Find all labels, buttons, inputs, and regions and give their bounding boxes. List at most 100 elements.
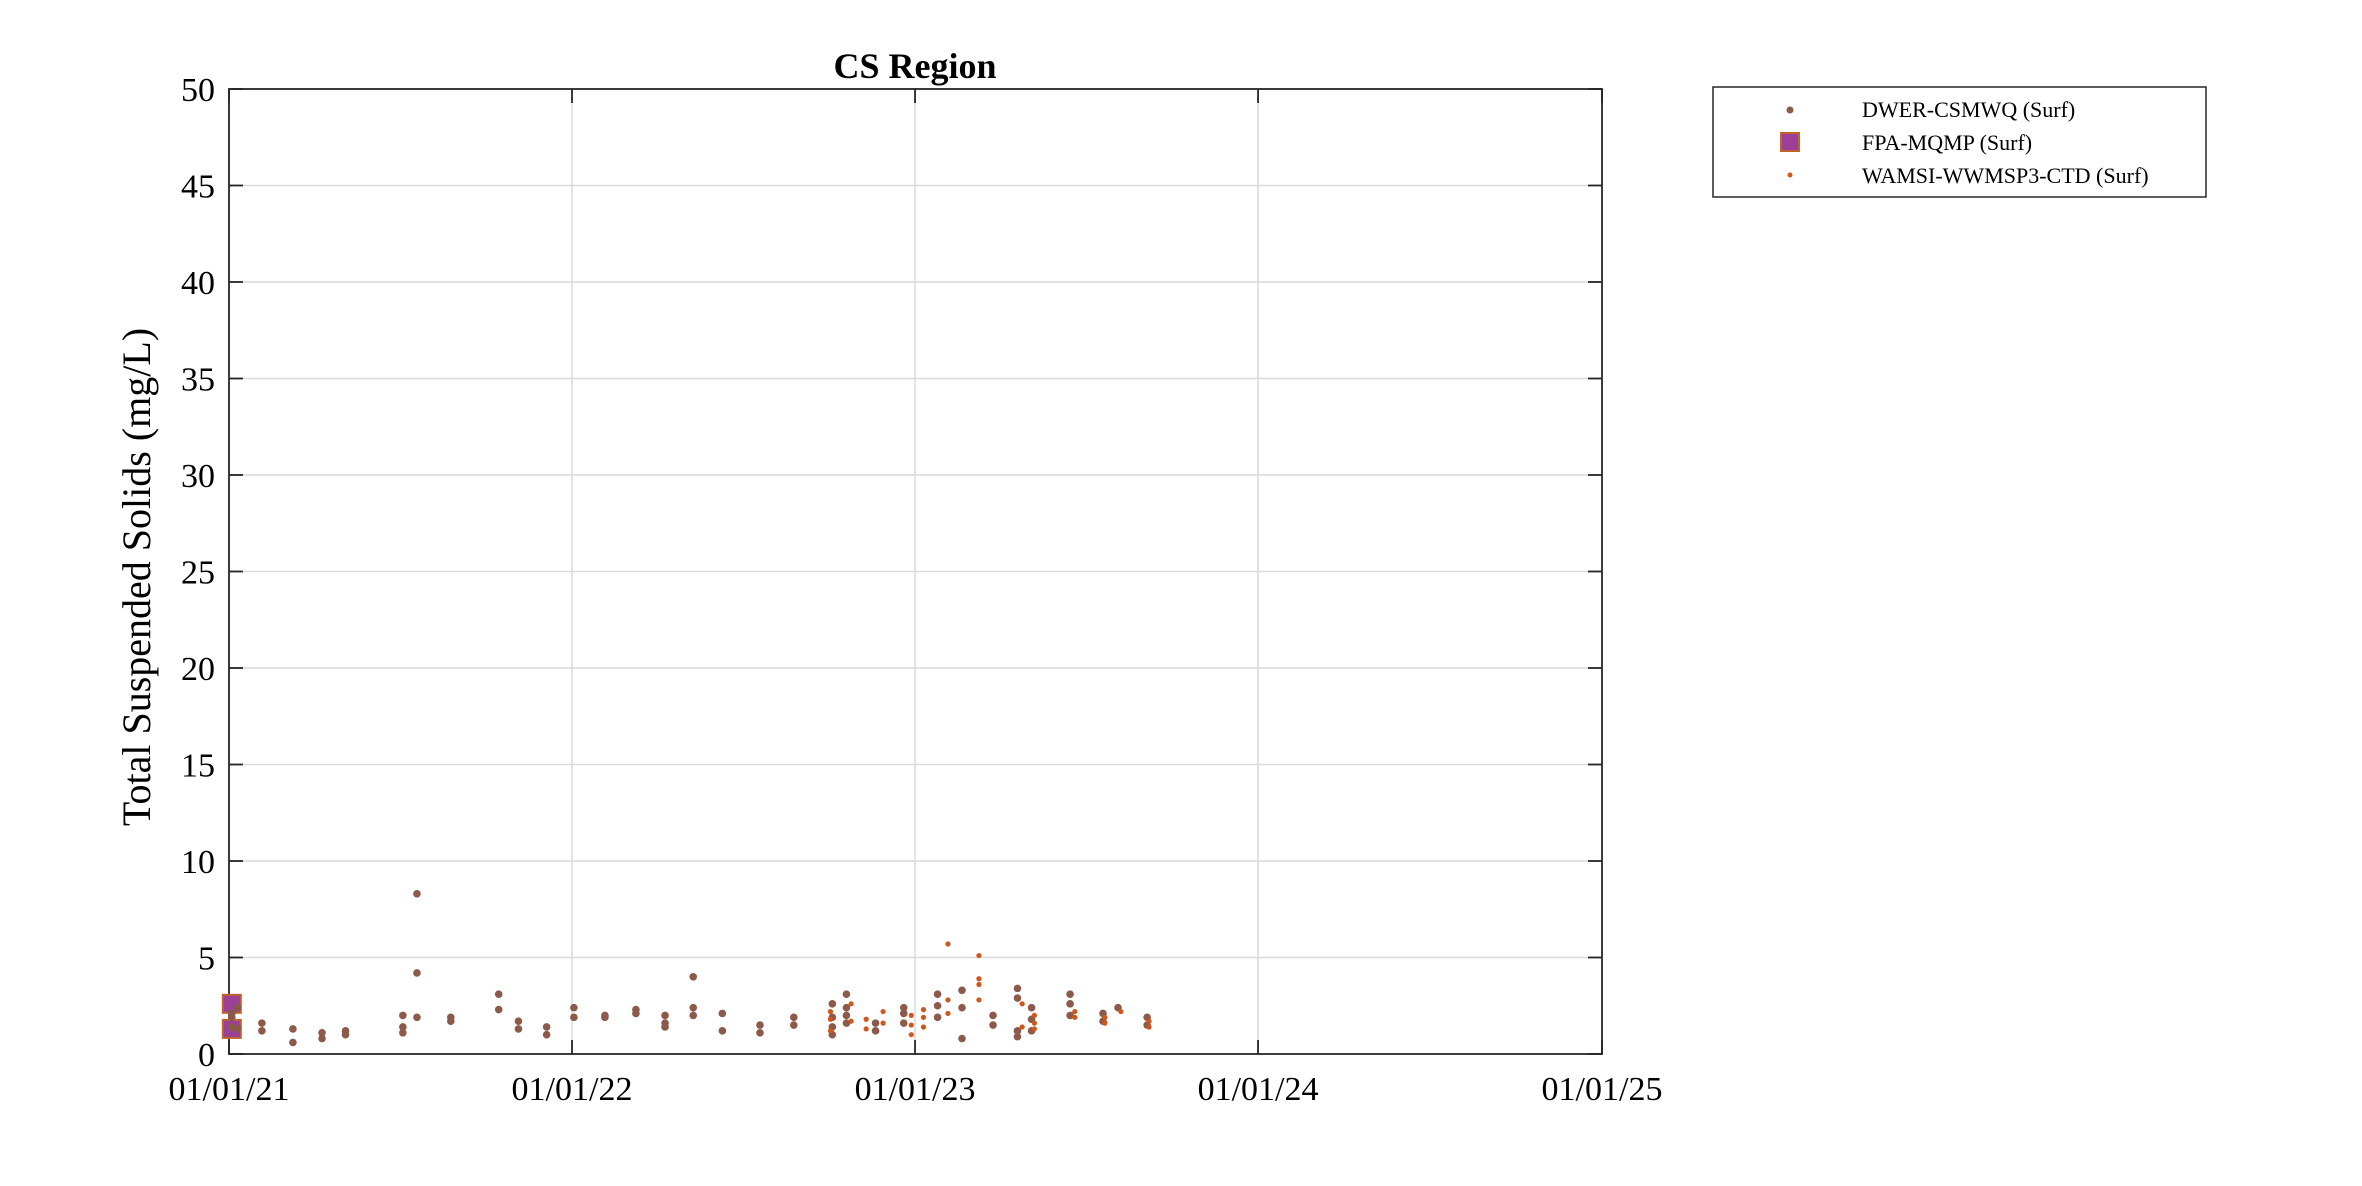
wamsi-marker <box>976 976 982 982</box>
axes: 0 5 10 15 20 25 30 35 40 45 50 01/01/21 01/01/22 01/0… <box>169 72 1663 1108</box>
wamsi-marker <box>920 1007 927 1013</box>
dwer-marker <box>933 1001 942 1010</box>
dwer-marker <box>828 1000 837 1008</box>
wamsi-marker <box>1031 1026 1037 1032</box>
legend-label-dwer: DWER-CSMWQ (Surf) <box>1862 97 2075 122</box>
y-axis-label: Total Suspended Solids (mg/L) <box>114 328 159 826</box>
wamsi-marker <box>976 981 982 988</box>
wamsi-marker <box>920 1014 927 1020</box>
dwer-marker <box>542 1030 551 1039</box>
legend-entry-wamsi: WAMSI-WWMSP3-CTD (Surf) <box>1787 163 2149 188</box>
dwer-marker <box>514 1017 523 1025</box>
x-tick-label: 01/01/24 <box>1198 1071 1319 1108</box>
dwer-marker <box>790 1013 798 1022</box>
dwer-marker <box>842 1019 851 1027</box>
dwer-marker <box>933 990 942 998</box>
dwer-marker <box>871 1019 880 1027</box>
dwer-marker <box>718 1027 727 1035</box>
legend-label-wamsi: WAMSI-WWMSP3-CTD (Surf) <box>1862 163 2149 188</box>
wamsi-marker <box>908 1012 914 1019</box>
wamsi-marker <box>827 1008 834 1015</box>
wamsi-marker <box>827 1016 834 1022</box>
y-tick-label: 40 <box>181 265 215 302</box>
y-tick-label: 35 <box>181 362 215 399</box>
dwer-marker <box>1013 1027 1022 1035</box>
dwer-marker <box>570 1013 578 1022</box>
dwer-marker <box>542 1023 551 1031</box>
dwer-marker <box>1013 1032 1022 1041</box>
dwer-marker <box>341 1030 350 1039</box>
dwer-marker <box>228 1009 236 1018</box>
wamsi-marker <box>863 1026 869 1032</box>
wamsi-marker <box>1118 1008 1124 1015</box>
legend: DWER-CSMWQ (Surf) FPA-MQMP (Surf) WAMSI-… <box>1712 86 2207 198</box>
dwer-marker <box>233 1025 242 1033</box>
x-tick-label: 01/01/22 <box>512 1071 633 1108</box>
dwer-marker <box>689 1011 698 1020</box>
dwer-marker <box>601 1013 609 1022</box>
dwer-marker <box>399 1023 407 1031</box>
wamsi-marker <box>976 997 982 1003</box>
data-points <box>221 890 1152 1047</box>
wamsi-marker <box>1102 1020 1108 1026</box>
dwer-marker <box>958 1034 966 1043</box>
wamsi-marker <box>1031 1020 1037 1026</box>
dwer-marker <box>756 1028 764 1037</box>
dwer-marker <box>258 1027 266 1035</box>
wamsi-marker <box>827 1028 834 1034</box>
dwer-marker <box>958 1003 966 1012</box>
wamsi-marker <box>1019 1024 1025 1030</box>
dwer-marker <box>933 1013 942 1022</box>
dwer-marker <box>871 1027 880 1035</box>
dwer-marker <box>289 1038 297 1047</box>
legend-marker-wamsi <box>1787 172 1793 178</box>
dwer-marker <box>899 1009 908 1018</box>
y-tick-label: 45 <box>181 169 215 206</box>
dwer-marker <box>958 986 966 995</box>
wamsi-marker <box>880 1008 886 1015</box>
dwer-marker <box>514 1025 523 1033</box>
dwer-marker <box>258 1019 266 1027</box>
dwer-marker <box>899 1019 908 1027</box>
dwer-marker <box>399 1028 407 1037</box>
wamsi-marker <box>945 1010 951 1017</box>
dwer-marker <box>689 973 698 981</box>
dwer-marker <box>661 1011 669 1020</box>
wamsi-marker <box>1019 1001 1025 1007</box>
wamsi-marker <box>976 952 982 959</box>
x-tick-label: 01/01/23 <box>855 1071 976 1108</box>
chart-title: CS Region <box>833 46 996 86</box>
dwer-marker <box>842 1011 851 1020</box>
wamsi-marker <box>1146 1024 1152 1030</box>
y-tick-label: 50 <box>181 72 215 109</box>
wamsi-marker <box>1146 1018 1152 1024</box>
wamsi-marker <box>908 1032 914 1038</box>
dwer-marker <box>718 1009 727 1018</box>
wamsi-marker <box>920 1024 927 1030</box>
dwer-marker <box>494 990 503 998</box>
wamsi-marker <box>945 997 951 1003</box>
wamsi-marker <box>880 1020 886 1026</box>
wamsi-marker <box>908 1022 914 1028</box>
dwer-marker <box>989 1021 997 1029</box>
dwer-marker <box>318 1028 326 1037</box>
wamsi-marker <box>1102 1014 1108 1020</box>
dwer-marker <box>1066 990 1074 998</box>
dwer-marker <box>446 1017 455 1025</box>
wamsi-marker <box>945 941 951 947</box>
legend-label-fpa: FPA-MQMP (Surf) <box>1862 130 2032 155</box>
wamsi-marker <box>848 1018 854 1024</box>
y-tick-label: 0 <box>198 1037 215 1074</box>
wamsi-marker <box>1031 1012 1037 1019</box>
dwer-marker <box>632 1009 640 1018</box>
dwer-marker <box>842 990 851 998</box>
dwer-marker <box>842 1003 851 1012</box>
dwer-marker <box>790 1021 798 1029</box>
x-tick-label: 01/01/21 <box>169 1071 290 1108</box>
wamsi-marker <box>1072 1008 1078 1015</box>
y-tick-label: 10 <box>181 844 215 881</box>
dwer-marker <box>989 1011 997 1020</box>
y-tick-label: 30 <box>181 458 215 495</box>
